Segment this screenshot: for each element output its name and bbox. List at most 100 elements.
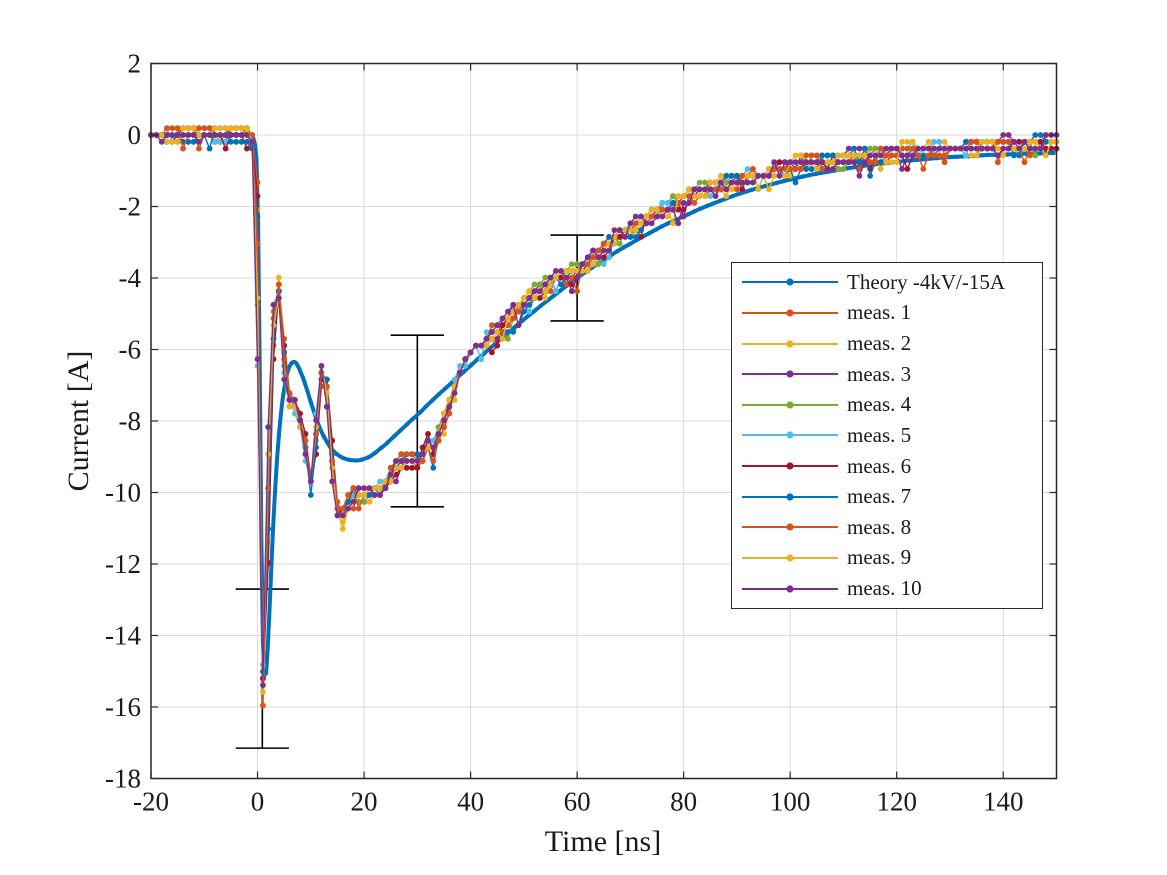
measurement-marker [350,498,357,505]
measurement-marker [845,145,852,152]
series-theory-marker [698,206,703,211]
measurement-marker [909,145,916,152]
measurement-marker [568,268,575,274]
measurement-marker [409,451,415,458]
measurement-marker [654,213,660,220]
measurement-marker [803,166,810,172]
series-theory-marker [538,303,544,308]
measurement-marker [659,200,666,206]
measurement-marker [547,274,554,281]
measurement-marker [398,458,405,464]
measurement-marker [899,138,905,145]
measurement-marker [638,234,644,240]
measurement-marker [707,186,714,193]
measurement-marker [265,424,272,430]
measurement-marker [542,295,549,301]
measurement-marker [244,138,250,145]
measurement-marker [515,322,522,329]
measurement-marker [526,295,533,301]
measurement-marker [856,172,863,179]
measurement-marker [648,213,655,220]
series-theory-marker [551,293,556,298]
measurement-marker [1000,138,1007,145]
measurement-marker [174,125,181,132]
measurement-marker [206,145,213,152]
measurement-marker [819,159,825,166]
legend-marker-dot [786,554,794,562]
legend: Theory -4kV/-15A meas. 1 meas. 2 meas. 3 mea… [731,262,1043,609]
series-theory-marker [615,248,620,254]
measurement-marker [723,172,730,179]
measurement-marker [185,132,192,138]
measurement-marker [931,138,937,145]
measurement-marker [718,172,724,179]
error-bars [235,234,604,749]
series-theory-marker [385,440,390,445]
measurement-marker [521,295,527,301]
measurement-marker [995,152,1001,159]
measurement-marker [638,213,644,220]
measurement-marker [941,145,948,152]
measurement-marker [1011,152,1017,159]
measurement-marker [584,261,591,267]
measurement-marker [414,464,421,471]
measurement-marker [718,179,724,186]
measurement-marker [766,186,772,193]
legend-marker-dot [786,370,794,378]
measurement-marker [244,132,250,138]
measurement-marker [915,152,921,159]
measurement-marker [286,397,293,403]
measurement-marker [574,274,580,281]
measurement-marker [632,227,639,234]
measurement-marker [568,288,575,295]
series-theory-marker [372,451,377,456]
measurement-marker [872,152,879,159]
y-tick-label: -10 [105,478,141,508]
measurement-marker [712,179,719,186]
series-theory-marker [270,540,275,545]
legend-label: meas. 9 [847,545,912,570]
legend-marker-dot [786,339,794,348]
measurement-marker [505,308,511,315]
measurement-marker [1032,132,1039,138]
series-theory-marker [666,220,671,226]
measurement-marker [334,512,341,519]
measurement-marker [739,186,746,193]
measurement-marker [941,152,948,159]
measurement-marker [164,138,170,145]
measurement-marker [782,172,788,179]
measurement-marker [659,213,666,220]
legend-marker-dot [786,278,794,286]
measurement-marker [723,186,730,193]
measurement-marker [979,138,985,145]
series-theory-marker [711,201,716,206]
measurement-marker [936,145,943,152]
measurement-marker [366,492,373,498]
measurement-marker [584,268,591,274]
measurement-marker [904,152,911,159]
measurement-marker [361,492,367,498]
measurement-marker [446,403,453,410]
measurement-marker [286,403,293,410]
measurement-marker [952,145,959,152]
measurement-marker [265,485,272,492]
series-theory-marker [276,434,281,439]
measurement-marker [467,349,474,356]
series-theory-marker [653,227,659,232]
legend-entry-meas-1: meas. 1 [742,299,1042,327]
measurement-marker [489,322,495,329]
measurement-marker [867,172,873,179]
legend-label: meas. 5 [847,422,912,447]
measurement-marker [281,376,288,383]
measurement-marker [441,417,447,424]
legend-entry-meas-4: meas. 4 [742,391,1042,419]
measurement-marker [339,519,346,526]
measurement-marker [931,145,937,152]
measurement-marker [568,261,575,267]
measurement-marker [590,261,596,267]
measurement-marker [968,152,975,159]
measurement-marker [606,247,612,254]
measurement-marker [339,512,346,519]
measurement-marker [563,274,570,281]
measurement-marker [750,179,756,186]
